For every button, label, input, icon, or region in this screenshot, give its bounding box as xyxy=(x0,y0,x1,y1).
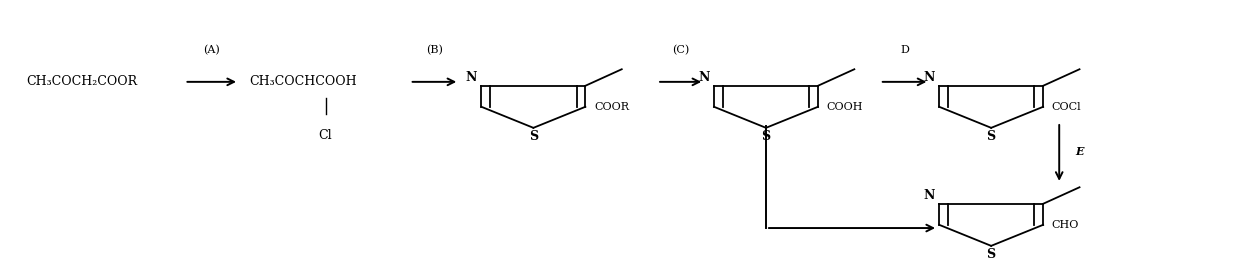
Text: COCl: COCl xyxy=(1052,102,1081,112)
Text: CH₃COCH₂COOR: CH₃COCH₂COOR xyxy=(26,75,138,88)
Text: CH₃COCHCOOH: CH₃COCHCOOH xyxy=(249,75,356,88)
Text: D: D xyxy=(900,45,909,55)
Text: (C): (C) xyxy=(672,45,689,55)
Text: N: N xyxy=(924,72,935,85)
Text: S: S xyxy=(987,248,996,261)
Text: N: N xyxy=(698,72,709,85)
Text: COOH: COOH xyxy=(827,102,863,112)
Text: S: S xyxy=(987,130,996,143)
Text: N: N xyxy=(466,72,477,85)
Text: E: E xyxy=(1075,146,1084,157)
Text: (B): (B) xyxy=(427,45,443,55)
Text: N: N xyxy=(924,189,935,202)
Text: S: S xyxy=(761,130,770,143)
Text: S: S xyxy=(528,130,538,143)
Text: Cl: Cl xyxy=(319,129,332,142)
Text: COOR: COOR xyxy=(594,102,629,112)
Text: (A): (A) xyxy=(203,45,219,55)
Text: CHO: CHO xyxy=(1052,220,1079,230)
